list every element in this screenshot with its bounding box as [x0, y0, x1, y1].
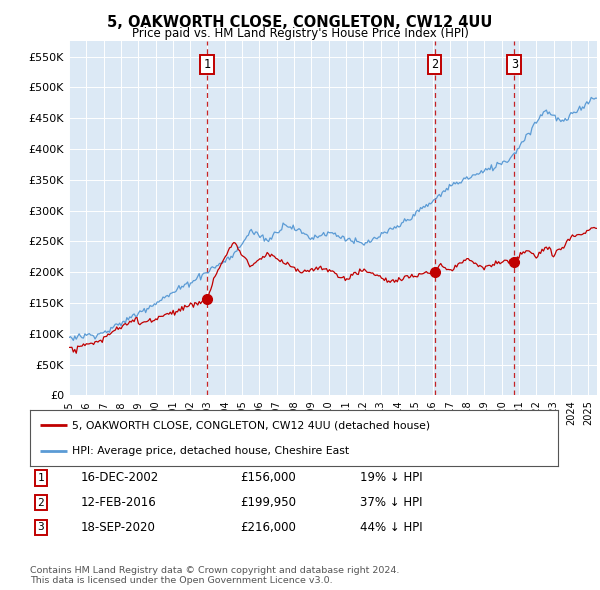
Text: Price paid vs. HM Land Registry's House Price Index (HPI): Price paid vs. HM Land Registry's House … [131, 27, 469, 40]
Text: 3: 3 [37, 523, 44, 532]
Text: 18-SEP-2020: 18-SEP-2020 [81, 521, 156, 534]
Text: £156,000: £156,000 [240, 471, 296, 484]
Text: 5, OAKWORTH CLOSE, CONGLETON, CW12 4UU (detached house): 5, OAKWORTH CLOSE, CONGLETON, CW12 4UU (… [72, 420, 430, 430]
Text: 44% ↓ HPI: 44% ↓ HPI [360, 521, 422, 534]
Text: £216,000: £216,000 [240, 521, 296, 534]
Text: Contains HM Land Registry data © Crown copyright and database right 2024.
This d: Contains HM Land Registry data © Crown c… [30, 566, 400, 585]
Text: 3: 3 [511, 58, 518, 71]
Text: £199,950: £199,950 [240, 496, 296, 509]
Text: 16-DEC-2002: 16-DEC-2002 [81, 471, 159, 484]
Text: HPI: Average price, detached house, Cheshire East: HPI: Average price, detached house, Ches… [72, 446, 349, 456]
Text: 12-FEB-2016: 12-FEB-2016 [81, 496, 157, 509]
Text: 5, OAKWORTH CLOSE, CONGLETON, CW12 4UU: 5, OAKWORTH CLOSE, CONGLETON, CW12 4UU [107, 15, 493, 30]
Text: 19% ↓ HPI: 19% ↓ HPI [360, 471, 422, 484]
Text: 37% ↓ HPI: 37% ↓ HPI [360, 496, 422, 509]
Text: 2: 2 [431, 58, 438, 71]
Text: 2: 2 [37, 498, 44, 507]
Text: 1: 1 [37, 473, 44, 483]
Text: 1: 1 [203, 58, 211, 71]
